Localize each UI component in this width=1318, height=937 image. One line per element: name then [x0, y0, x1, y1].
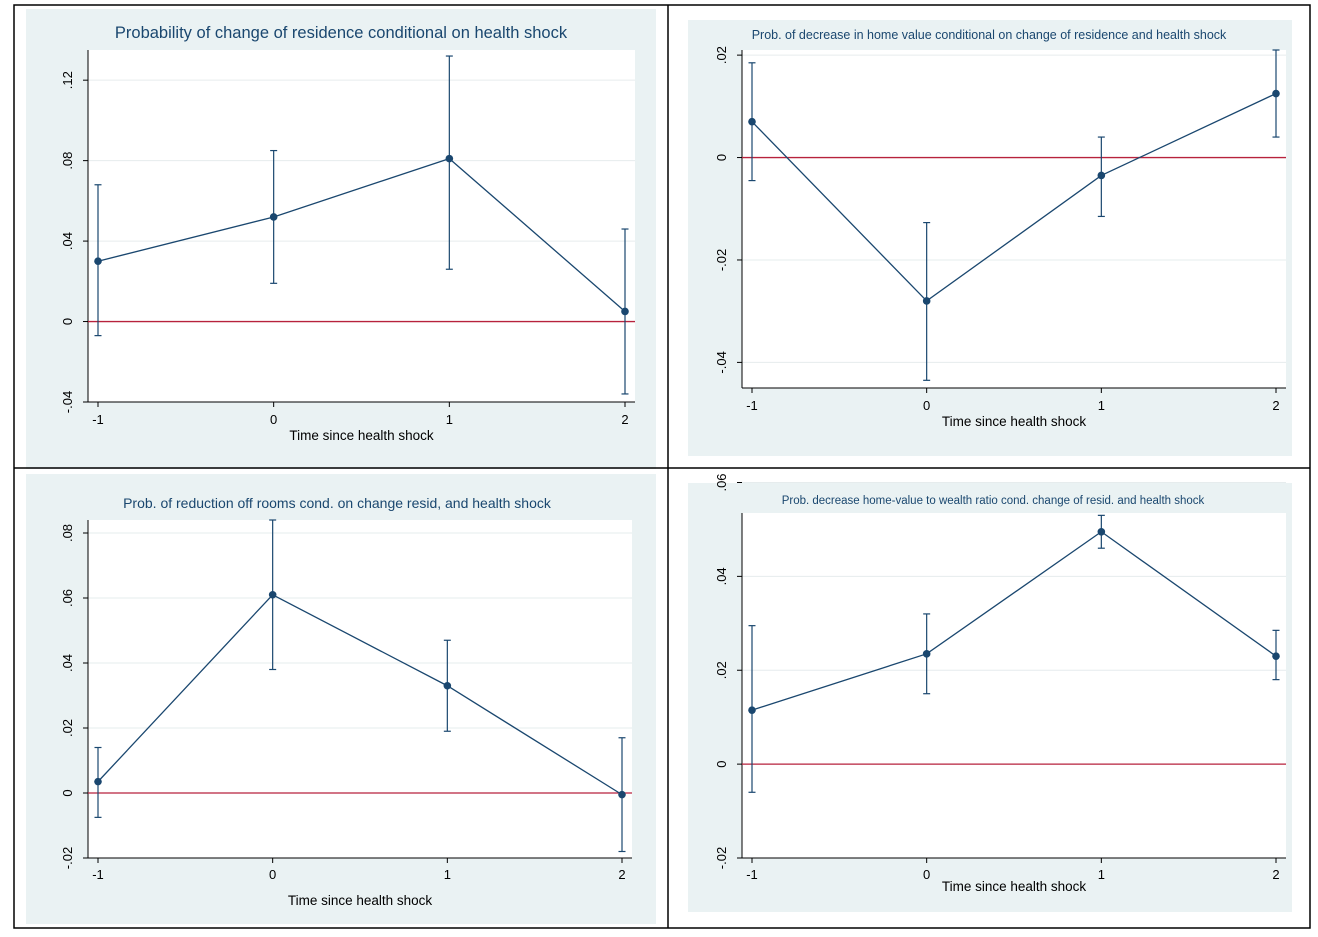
x-tick-label: 2 [1272, 398, 1279, 413]
x-tick-label: -1 [92, 867, 104, 882]
x-axis-label: Time since health shock [288, 893, 433, 908]
y-tick-label: .04 [60, 654, 75, 672]
data-point [748, 706, 756, 714]
y-tick-label: .04 [714, 567, 729, 585]
chart-panel-1: -.04 0 .04 .08 .12 -1 0 1 2 Probability of change… [26, 9, 656, 469]
x-tick-label: 1 [446, 412, 453, 427]
x-tick-label: -1 [746, 398, 758, 413]
data-point [445, 154, 454, 163]
y-tick-label: -.02 [714, 249, 729, 271]
x-tick-label: 1 [1098, 398, 1105, 413]
y-tick-label: -.04 [60, 391, 75, 413]
y-tick-label: .02 [714, 46, 729, 64]
data-point [269, 213, 278, 221]
data-point [621, 307, 629, 316]
data-point [1097, 171, 1106, 180]
x-axis-label: Time since health shock [289, 428, 434, 443]
x-tick-label: 2 [618, 867, 625, 882]
y-tick-label: .02 [714, 661, 729, 679]
y-tick-label: 0 [60, 789, 75, 796]
x-tick-label: 2 [1272, 867, 1279, 882]
data-point [94, 257, 102, 266]
y-tick-label: .08 [60, 524, 75, 542]
x-axis-label: Time since health shock [942, 414, 1087, 429]
x-tick-label: -1 [746, 867, 758, 882]
x-tick-label: 0 [269, 867, 276, 882]
outer-border [13, 4, 1311, 929]
y-tick-label: -.02 [714, 847, 729, 869]
x-tick-label: 1 [444, 867, 451, 882]
chart-panel-4: -.02 0 .02 .04 .06 -1 0 1 2 Prob. decrease home-v… [688, 473, 1292, 912]
y-tick-label: 0 [60, 318, 75, 325]
x-tick-label: 0 [923, 398, 930, 413]
data-point [922, 650, 931, 658]
data-point [748, 117, 756, 126]
data-point [618, 790, 626, 799]
x-tick-label: 0 [923, 867, 930, 882]
plot-area [742, 50, 1286, 388]
table-borders [13, 4, 1311, 929]
y-tick-label: -.02 [60, 847, 75, 869]
series-line [97, 593, 623, 796]
y-tick-label: .12 [60, 71, 75, 89]
y-tick-label: 0 [714, 154, 729, 161]
data-point [1272, 652, 1280, 660]
y-tick-label: .02 [60, 719, 75, 737]
y-tick-label: .06 [60, 589, 75, 607]
data-point [1097, 527, 1106, 536]
x-tick-label: 0 [270, 412, 277, 427]
data-point [268, 590, 277, 599]
data-point [443, 681, 452, 690]
series-line [97, 157, 626, 312]
chart-panel-3: -.02 0 .02 .04 .06 .08 -1 0 1 2 Prob. of reduction… [26, 474, 656, 924]
plot-area [88, 50, 635, 402]
x-axis-label: Time since health shock [942, 879, 1087, 894]
y-tick-label: .06 [714, 473, 729, 491]
x-tick-label: 1 [1098, 867, 1105, 882]
chart-title: Probability of change of residence condi… [115, 24, 568, 42]
chart-panel-2: -.04 -.02 0 .02 -1 0 1 2 Prob. of decrease in ho… [688, 20, 1292, 456]
chart-title: Prob. of decrease in home value conditio… [752, 28, 1227, 42]
plot-area [88, 520, 632, 858]
x-tick-label: -1 [92, 412, 104, 427]
y-tick-label: .08 [60, 152, 75, 170]
plot-area [742, 513, 1286, 858]
chart-title: Prob. decrease home-value to wealth rati… [782, 495, 1205, 507]
series-line [751, 530, 1277, 711]
chart-title: Prob. of reduction off rooms cond. on ch… [123, 495, 552, 511]
data-point [1272, 89, 1280, 98]
x-tick-label: 2 [621, 412, 628, 427]
y-tick-label: -.04 [714, 351, 729, 373]
data-point [922, 297, 931, 305]
series-line [751, 92, 1277, 302]
y-tick-label: 0 [714, 761, 729, 768]
y-tick-label: .04 [60, 232, 75, 250]
data-point [94, 777, 102, 786]
